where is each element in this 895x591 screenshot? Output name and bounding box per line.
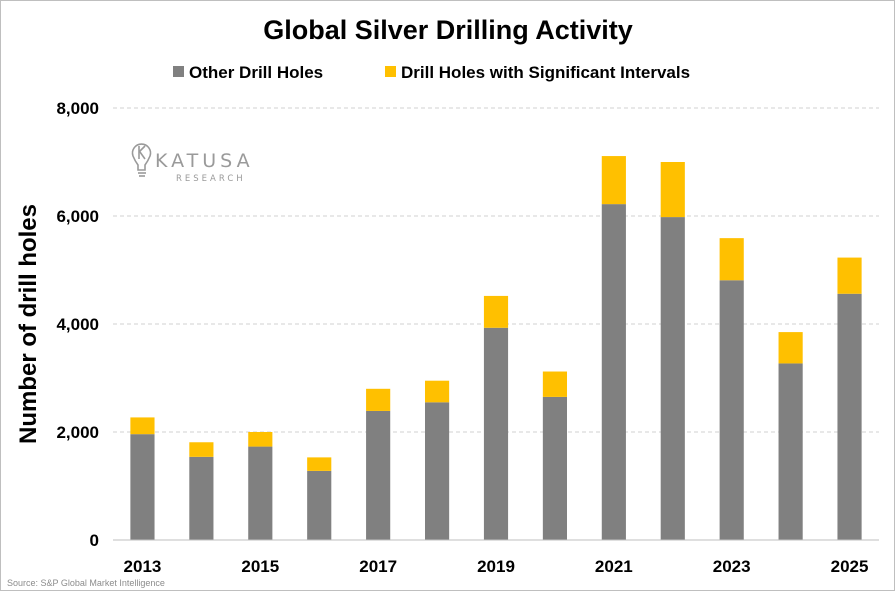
bar-other-drill-holes-2023 bbox=[719, 280, 744, 540]
bar-significant-intervals-2021 bbox=[601, 156, 626, 205]
bar-other-drill-holes-2015 bbox=[248, 446, 273, 540]
y-axis-label: Number of drill holes bbox=[15, 204, 42, 444]
bar-significant-intervals-2019 bbox=[483, 295, 509, 328]
bar-other-drill-holes-2024 bbox=[778, 363, 803, 540]
y-axis-ticks: 0 2,000 4,000 6,000 8,000 bbox=[56, 99, 99, 550]
bar-other-drill-holes-2021 bbox=[601, 204, 626, 540]
bar-significant-intervals-2016 bbox=[307, 457, 332, 471]
gridlines bbox=[113, 107, 879, 433]
bar-significant-intervals-2023 bbox=[719, 238, 744, 281]
bar-other-drill-holes-2016 bbox=[307, 470, 332, 540]
x-tick-label: 2019 bbox=[477, 557, 515, 576]
legend-swatch-significant bbox=[385, 66, 396, 77]
bar-significant-intervals-2018 bbox=[424, 380, 450, 403]
legend-label-significant: Drill Holes with Significant Intervals bbox=[401, 63, 690, 82]
watermark-logo: KATUSA RESEARCH bbox=[131, 143, 254, 184]
y-tick-label: 6,000 bbox=[56, 207, 99, 226]
x-tick-label: 2025 bbox=[831, 557, 869, 576]
y-tick-label: 4,000 bbox=[56, 315, 99, 334]
legend-label-other: Other Drill Holes bbox=[189, 63, 323, 82]
bar-other-drill-holes-2017 bbox=[366, 410, 391, 540]
bar-significant-intervals-2017 bbox=[366, 388, 391, 411]
bar-other-drill-holes-2022 bbox=[660, 217, 685, 540]
y-tick-label: 0 bbox=[90, 531, 99, 550]
bars bbox=[130, 156, 862, 540]
y-tick-label: 8,000 bbox=[56, 99, 99, 118]
bar-significant-intervals-2024 bbox=[778, 332, 803, 364]
x-tick-label: 2015 bbox=[241, 557, 279, 576]
bar-other-drill-holes-2019 bbox=[483, 327, 509, 540]
bar-other-drill-holes-2018 bbox=[424, 402, 450, 540]
legend-swatch-other bbox=[173, 66, 184, 77]
watermark-sub: RESEARCH bbox=[176, 174, 246, 184]
x-tick-label: 2017 bbox=[359, 557, 397, 576]
chart-title: Global Silver Drilling Activity bbox=[263, 15, 633, 45]
bar-significant-intervals-2025 bbox=[837, 257, 862, 294]
bar-other-drill-holes-2014 bbox=[189, 456, 214, 540]
bar-significant-intervals-2014 bbox=[189, 442, 214, 457]
x-tick-label: 2013 bbox=[124, 557, 162, 576]
bar-significant-intervals-2013 bbox=[130, 417, 155, 435]
x-tick-label: 2021 bbox=[595, 557, 633, 576]
bar-other-drill-holes-2020 bbox=[542, 396, 568, 540]
x-tick-label: 2023 bbox=[713, 557, 751, 576]
source-note: Source: S&P Global Market Intelligence bbox=[7, 578, 165, 588]
bar-other-drill-holes-2013 bbox=[130, 434, 155, 540]
bar-significant-intervals-2022 bbox=[660, 162, 685, 218]
watermark-name: KATUSA bbox=[155, 150, 254, 172]
legend: Other Drill Holes Drill Holes with Signi… bbox=[173, 63, 690, 82]
bar-significant-intervals-2020 bbox=[542, 371, 568, 397]
bar-significant-intervals-2015 bbox=[248, 432, 273, 447]
y-tick-label: 2,000 bbox=[56, 423, 99, 442]
lightbulb-k-logo-icon bbox=[131, 143, 152, 177]
x-axis-ticks: 2013 2015 2017 2019 2021 2023 2025 bbox=[124, 557, 869, 576]
bar-other-drill-holes-2025 bbox=[837, 293, 862, 540]
